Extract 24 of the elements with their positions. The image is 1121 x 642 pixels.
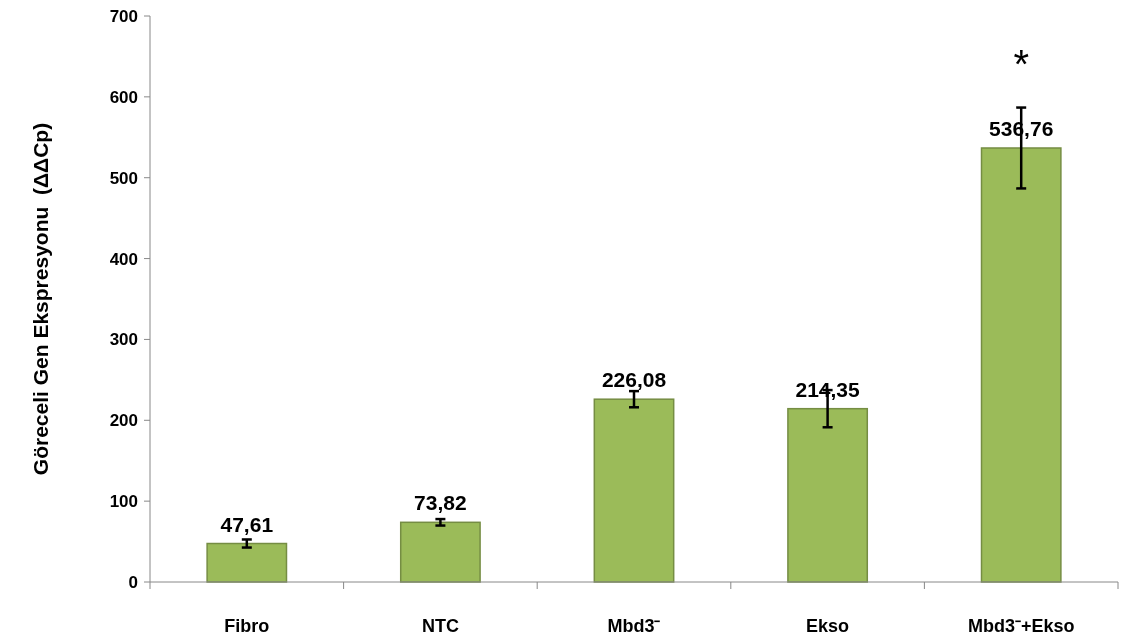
bar bbox=[787, 407, 869, 583]
x-tick-label: Ekso bbox=[806, 616, 850, 636]
y-tick-label: 300 bbox=[109, 330, 138, 350]
y-tick-label: 0 bbox=[128, 572, 138, 592]
data-label: 47,61 bbox=[220, 512, 274, 536]
data-label: 214,35 bbox=[795, 377, 861, 401]
bar bbox=[593, 398, 675, 583]
y-tick-label: 500 bbox=[109, 168, 138, 188]
x-tick-label: Mbd3⁻ bbox=[607, 616, 661, 636]
y-tick-label: 400 bbox=[109, 249, 138, 269]
data-label: 73,82 bbox=[414, 491, 467, 515]
x-tick-label: NTC bbox=[421, 616, 459, 636]
x-tick-label: Fibro bbox=[224, 616, 270, 636]
y-tick-label: 700 bbox=[109, 6, 138, 26]
y-tick-label: 100 bbox=[109, 492, 138, 512]
bar bbox=[980, 147, 1062, 583]
x-tick-label: Mbd3⁻+Ekso bbox=[967, 616, 1075, 636]
y-tick-label: 200 bbox=[109, 411, 138, 431]
data-label: 226,08 bbox=[601, 368, 667, 392]
bar bbox=[399, 521, 481, 583]
annotation: * bbox=[1013, 42, 1029, 86]
bar bbox=[206, 542, 288, 583]
y-tick-label: 600 bbox=[109, 87, 138, 107]
y-axis-title: Göreceli Gen Ekspresyonu (ΔΔCp) bbox=[29, 122, 52, 476]
